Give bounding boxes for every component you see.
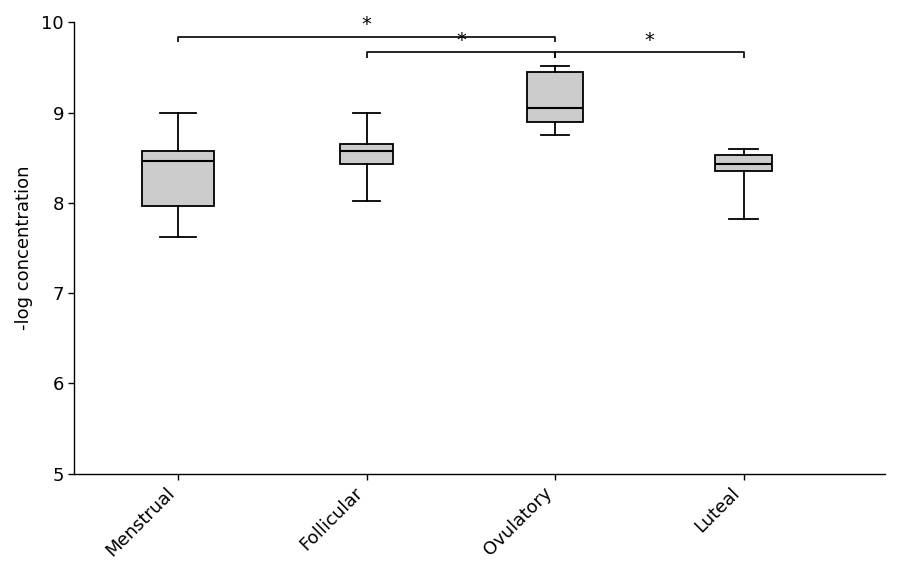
PathPatch shape xyxy=(340,144,393,164)
Text: *: * xyxy=(362,15,372,34)
Y-axis label: -log concentration: -log concentration xyxy=(15,166,33,330)
PathPatch shape xyxy=(142,151,214,206)
Text: *: * xyxy=(644,30,654,49)
PathPatch shape xyxy=(526,72,583,122)
PathPatch shape xyxy=(716,155,772,171)
Text: *: * xyxy=(456,30,466,49)
